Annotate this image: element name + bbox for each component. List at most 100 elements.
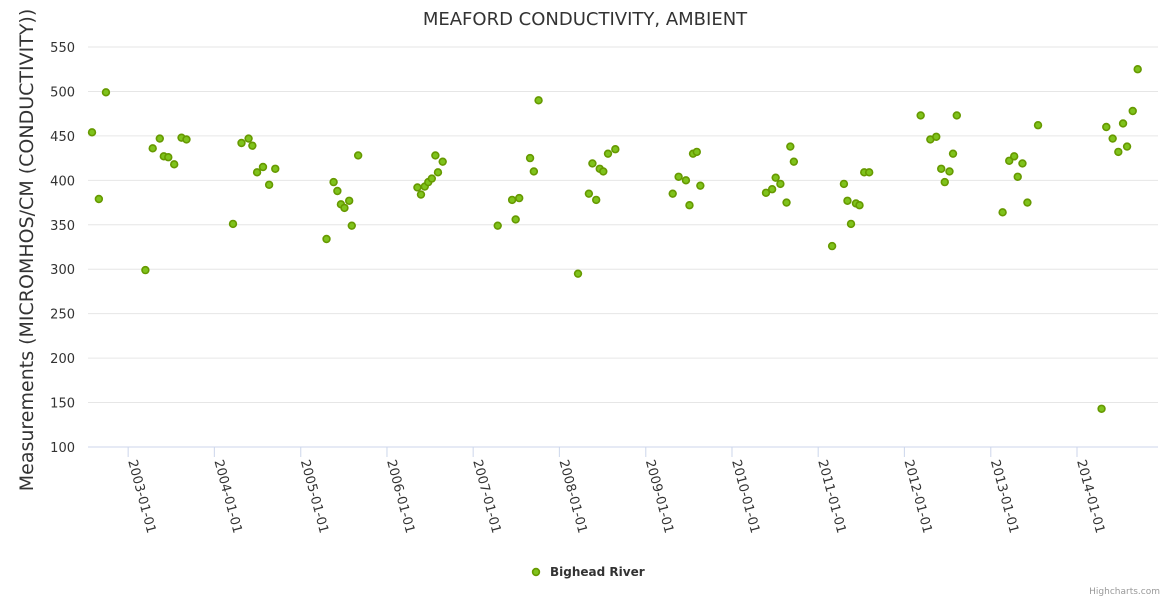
data-point[interactable]: [416, 190, 426, 199]
data-point[interactable]: [1118, 119, 1128, 128]
data-point[interactable]: [761, 188, 771, 197]
data-point[interactable]: [945, 167, 954, 176]
y-tick-label: 500: [50, 85, 75, 100]
legend-item-bighead-river[interactable]: Bighead River: [550, 565, 645, 579]
data-point[interactable]: [786, 142, 795, 151]
data-point[interactable]: [169, 160, 179, 169]
data-point[interactable]: [846, 219, 856, 229]
data-point[interactable]: [155, 134, 164, 143]
data-point[interactable]: [674, 172, 683, 181]
data-point[interactable]: [1133, 65, 1142, 74]
data-point[interactable]: [940, 177, 949, 187]
data-point[interactable]: [511, 215, 520, 224]
data-point[interactable]: [353, 151, 363, 160]
x-tick-label: 2006-01-01: [383, 458, 417, 535]
data-point[interactable]: [767, 185, 777, 194]
data-point[interactable]: [1023, 198, 1032, 207]
data-point[interactable]: [271, 164, 280, 173]
data-point[interactable]: [1097, 404, 1106, 413]
data-point[interactable]: [258, 162, 268, 172]
data-point[interactable]: [573, 269, 583, 278]
data-point[interactable]: [611, 145, 620, 154]
data-point[interactable]: [333, 186, 342, 196]
data-point[interactable]: [1005, 156, 1014, 165]
data-point[interactable]: [322, 234, 331, 244]
data-point[interactable]: [493, 221, 502, 230]
data-point[interactable]: [948, 149, 958, 158]
data-point[interactable]: [952, 111, 961, 120]
data-point[interactable]: [252, 168, 262, 177]
data-point[interactable]: [864, 168, 874, 177]
y-tick-label: 550: [50, 41, 75, 56]
legend-marker[interactable]: [531, 567, 541, 577]
data-point[interactable]: [148, 144, 157, 153]
data-point[interactable]: [685, 201, 694, 210]
data-point[interactable]: [916, 111, 925, 120]
data-point[interactable]: [182, 135, 191, 144]
data-point[interactable]: [507, 195, 517, 205]
data-point[interactable]: [827, 241, 837, 251]
data-point[interactable]: [264, 180, 274, 189]
data-point[interactable]: [433, 168, 443, 177]
y-tick-label: 250: [50, 308, 75, 323]
data-point[interactable]: [692, 147, 701, 157]
data-point[interactable]: [771, 173, 780, 182]
x-tick-label: 2010-01-01: [728, 458, 762, 535]
data-point[interactable]: [998, 208, 1007, 217]
data-point[interactable]: [1114, 147, 1123, 157]
data-point[interactable]: [534, 96, 543, 105]
data-point[interactable]: [529, 167, 539, 176]
data-point[interactable]: [855, 201, 864, 210]
data-point[interactable]: [599, 167, 608, 176]
data-point[interactable]: [782, 198, 791, 207]
data-point[interactable]: [329, 177, 338, 187]
data-point[interactable]: [937, 164, 946, 173]
data-point[interactable]: [603, 149, 613, 158]
data-point[interactable]: [515, 193, 524, 203]
data-point[interactable]: [427, 174, 437, 183]
data-point[interactable]: [347, 221, 356, 230]
x-tick-label: 2003-01-01: [124, 458, 158, 535]
data-point[interactable]: [1122, 142, 1132, 151]
x-tick-label: 2011-01-01: [814, 458, 848, 535]
data-point[interactable]: [668, 189, 677, 198]
data-point[interactable]: [438, 157, 447, 166]
data-point[interactable]: [1013, 172, 1022, 181]
x-tick-label: 2008-01-01: [555, 458, 589, 535]
data-point[interactable]: [248, 141, 257, 150]
data-point[interactable]: [843, 196, 852, 205]
data-point[interactable]: [344, 196, 354, 205]
data-point[interactable]: [1018, 159, 1027, 168]
data-point[interactable]: [591, 195, 601, 205]
data-point[interactable]: [1108, 134, 1117, 143]
data-point[interactable]: [1128, 106, 1137, 116]
data-point[interactable]: [237, 138, 246, 148]
y-tick-label: 350: [50, 219, 75, 234]
data-point[interactable]: [681, 176, 691, 185]
data-point[interactable]: [431, 151, 440, 160]
legend[interactable]: Bighead River: [531, 565, 645, 579]
data-point[interactable]: [94, 194, 104, 204]
data-point[interactable]: [141, 265, 150, 275]
data-point[interactable]: [413, 183, 422, 192]
data-point[interactable]: [839, 179, 849, 189]
data-point[interactable]: [588, 159, 597, 168]
data-point[interactable]: [1009, 152, 1019, 161]
data-point[interactable]: [1102, 122, 1111, 132]
data-point[interactable]: [244, 134, 253, 143]
data-point[interactable]: [525, 153, 535, 163]
data-point[interactable]: [789, 157, 799, 166]
credits-link[interactable]: Highcharts.com: [1089, 587, 1160, 597]
data-point[interactable]: [776, 179, 785, 189]
series-bighead-river: [87, 65, 1142, 413]
data-point[interactable]: [696, 181, 705, 190]
data-point[interactable]: [1033, 121, 1043, 130]
data-point[interactable]: [340, 203, 349, 213]
data-point[interactable]: [87, 128, 97, 137]
data-point[interactable]: [228, 219, 238, 229]
data-point[interactable]: [164, 153, 173, 162]
data-point[interactable]: [932, 132, 941, 141]
data-point[interactable]: [584, 189, 594, 198]
data-point[interactable]: [101, 88, 111, 97]
x-tick-label: 2009-01-01: [642, 458, 676, 535]
